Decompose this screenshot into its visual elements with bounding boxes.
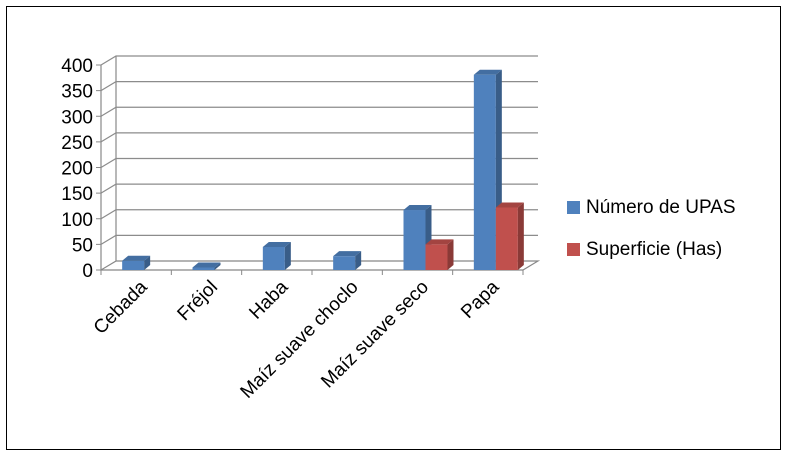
bar-side — [355, 251, 362, 270]
bar-side — [284, 241, 291, 270]
gridline — [100, 81, 538, 92]
bar-top — [425, 239, 454, 245]
bars — [122, 69, 524, 270]
gridline — [100, 183, 538, 194]
bar-side — [517, 202, 524, 270]
y-tick-label: 350 — [61, 82, 93, 103]
y-tick-label: 100 — [61, 210, 93, 231]
gridline — [100, 234, 538, 245]
legend-label: Número de UPAS — [586, 197, 736, 218]
gridlines — [100, 55, 538, 245]
legend-swatch — [567, 201, 580, 214]
y-tick-label: 50 — [72, 235, 93, 256]
bar — [262, 241, 291, 270]
bar — [192, 262, 221, 270]
bar-front — [403, 210, 426, 270]
bar-front — [262, 246, 285, 270]
y-tick-label: 0 — [82, 261, 93, 282]
y-tick-label: 400 — [61, 56, 93, 77]
y-tick-label: 200 — [61, 159, 93, 180]
legend-swatch — [567, 243, 580, 256]
x-category-label: Haba — [245, 276, 292, 323]
bar-top — [262, 241, 291, 247]
bar — [425, 239, 454, 270]
gridline — [100, 106, 538, 117]
gridline — [100, 55, 538, 66]
bar-top — [473, 69, 502, 75]
legend-label: Superficie (Has) — [586, 239, 722, 260]
chart-frame: 0 50 100 150 200 250 300 350 400 Cebada Fréjol Hab… — [6, 6, 781, 450]
gridline — [100, 209, 538, 220]
floor — [101, 260, 541, 271]
bar-side — [144, 255, 151, 270]
bar — [333, 251, 362, 270]
bar-top — [333, 251, 362, 257]
x-category-label: Cebada — [90, 276, 152, 338]
bar-side — [214, 262, 221, 270]
y-tick-label: 300 — [61, 107, 93, 128]
x-category-label: Maíz suave choclo — [237, 277, 363, 403]
bar-top — [403, 205, 432, 211]
bar-side — [447, 239, 454, 270]
chart-walls — [100, 56, 541, 275]
x-category-label: Papa — [457, 276, 504, 323]
x-category-label: Fréjol — [174, 277, 222, 325]
gridline — [100, 157, 538, 169]
bar-front — [425, 244, 448, 270]
y-axis-ticks: 0 50 100 150 200 250 300 350 400 — [61, 56, 101, 282]
bar-front — [473, 74, 496, 270]
bar — [495, 202, 524, 270]
bar-front — [333, 256, 356, 270]
bar-top — [192, 262, 221, 268]
bar-front — [192, 267, 215, 270]
y-tick-label: 150 — [61, 184, 93, 205]
bar — [122, 255, 151, 270]
bar-top — [495, 202, 524, 208]
bar-chart: 0 50 100 150 200 250 300 350 400 Cebada Fréjol Hab… — [61, 55, 736, 403]
gridline — [100, 132, 538, 143]
bar-front — [122, 260, 145, 270]
legend: Número de UPAS Superficie (Has) — [567, 197, 736, 260]
bar-top — [122, 255, 151, 261]
bar-front — [495, 207, 518, 270]
y-tick-label: 250 — [61, 133, 93, 154]
